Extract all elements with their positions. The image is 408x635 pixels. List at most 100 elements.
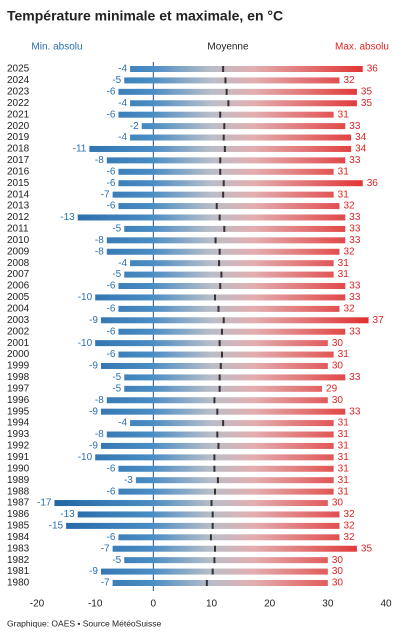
min-label: -13 (60, 509, 75, 520)
max-label: 33 (349, 235, 361, 246)
range-bar (106, 397, 328, 404)
min-label: -15 (49, 521, 64, 532)
mean-marker (222, 420, 225, 427)
min-label: -10 (78, 292, 93, 303)
year-label: 1982 (7, 555, 30, 566)
max-label: 31 (338, 189, 350, 200)
mean-marker (219, 157, 222, 164)
mean-marker (218, 260, 221, 267)
min-label: -11 (73, 144, 87, 155)
range-bar (124, 271, 334, 278)
year-label: 2002 (7, 326, 30, 337)
year-label: 2005 (7, 292, 30, 303)
year-label: 2016 (7, 166, 30, 177)
year-label: 2019 (7, 132, 30, 143)
max-label: 32 (343, 246, 355, 257)
chart-title: Température minimale et maximale, en °C (7, 8, 283, 24)
mean-marker (224, 77, 227, 84)
min-label: -13 (60, 212, 75, 223)
mean-marker (227, 100, 230, 107)
year-label: 2006 (7, 281, 30, 292)
max-label: 30 (332, 578, 344, 589)
year-label: 2000 (7, 349, 30, 360)
year-label: 1993 (7, 429, 30, 440)
range-bar (118, 351, 334, 358)
range-bar (106, 431, 334, 438)
range-bar (130, 134, 352, 141)
range-bar (130, 100, 357, 107)
min-label: -6 (107, 281, 116, 292)
min-label: -7 (101, 189, 110, 200)
range-bar (100, 317, 369, 324)
mean-marker (218, 385, 221, 392)
max-label: 32 (343, 304, 355, 315)
mean-marker (222, 317, 225, 324)
min-label: -4 (118, 98, 127, 109)
range-bar (54, 500, 328, 507)
min-label: -9 (89, 406, 98, 417)
min-label: -5 (112, 383, 121, 394)
max-label: 31 (338, 463, 350, 474)
max-label: 29 (326, 383, 338, 394)
mean-marker (222, 180, 225, 187)
range-bar (77, 511, 340, 518)
year-label: 2024 (7, 75, 30, 86)
year-label: 2015 (7, 178, 30, 189)
range-bar (130, 420, 334, 427)
max-label: 33 (349, 406, 361, 417)
year-label: 2021 (7, 109, 30, 120)
year-label: 2007 (7, 269, 30, 280)
range-bar (135, 477, 334, 484)
max-label: 31 (338, 429, 350, 440)
year-label: 2018 (7, 144, 30, 155)
year-label: 2010 (7, 235, 30, 246)
year-label: 2001 (7, 338, 30, 349)
x-tick-label: 30 (322, 599, 334, 610)
min-label: -6 (107, 201, 116, 212)
mean-marker (217, 305, 220, 312)
min-label: -4 (118, 132, 127, 143)
year-label: 1990 (7, 463, 30, 474)
max-label: 31 (338, 452, 350, 463)
min-label: -6 (107, 109, 116, 120)
mean-marker (222, 66, 225, 72)
min-label: -4 (118, 418, 127, 429)
year-label: 1983 (7, 543, 30, 554)
year-label: 1997 (7, 383, 30, 394)
mean-marker (211, 511, 214, 518)
min-label: -5 (112, 224, 121, 235)
range-bar (124, 557, 328, 564)
max-label: 35 (361, 86, 373, 97)
min-label: -5 (112, 372, 121, 383)
range-bar (112, 580, 328, 586)
max-label: 31 (338, 269, 350, 280)
mean-marker (220, 328, 223, 335)
x-tick-label: 10 (206, 599, 218, 610)
mean-marker (222, 134, 225, 141)
max-label: 30 (332, 566, 344, 577)
mean-marker (213, 557, 216, 564)
mean-marker (222, 191, 225, 198)
range-bar (124, 385, 323, 392)
mean-marker (213, 488, 216, 495)
max-label: 32 (343, 509, 355, 520)
max-label: 33 (349, 121, 361, 132)
year-label: 1998 (7, 372, 30, 383)
year-label: 1981 (7, 566, 30, 577)
min-label: -6 (107, 178, 116, 189)
max-label: 33 (349, 224, 361, 235)
max-label: 30 (332, 338, 344, 349)
max-label: 34 (355, 144, 367, 155)
min-label: -6 (107, 486, 116, 497)
min-label: -6 (107, 166, 116, 177)
mean-marker (213, 397, 216, 404)
mean-marker (218, 214, 221, 221)
min-label: -6 (107, 349, 116, 360)
mean-marker (219, 362, 222, 369)
max-label: 37 (373, 315, 385, 326)
max-label: 36 (367, 64, 379, 75)
range-bar (77, 214, 346, 221)
year-label: 2009 (7, 246, 30, 257)
mean-marker (205, 580, 208, 586)
